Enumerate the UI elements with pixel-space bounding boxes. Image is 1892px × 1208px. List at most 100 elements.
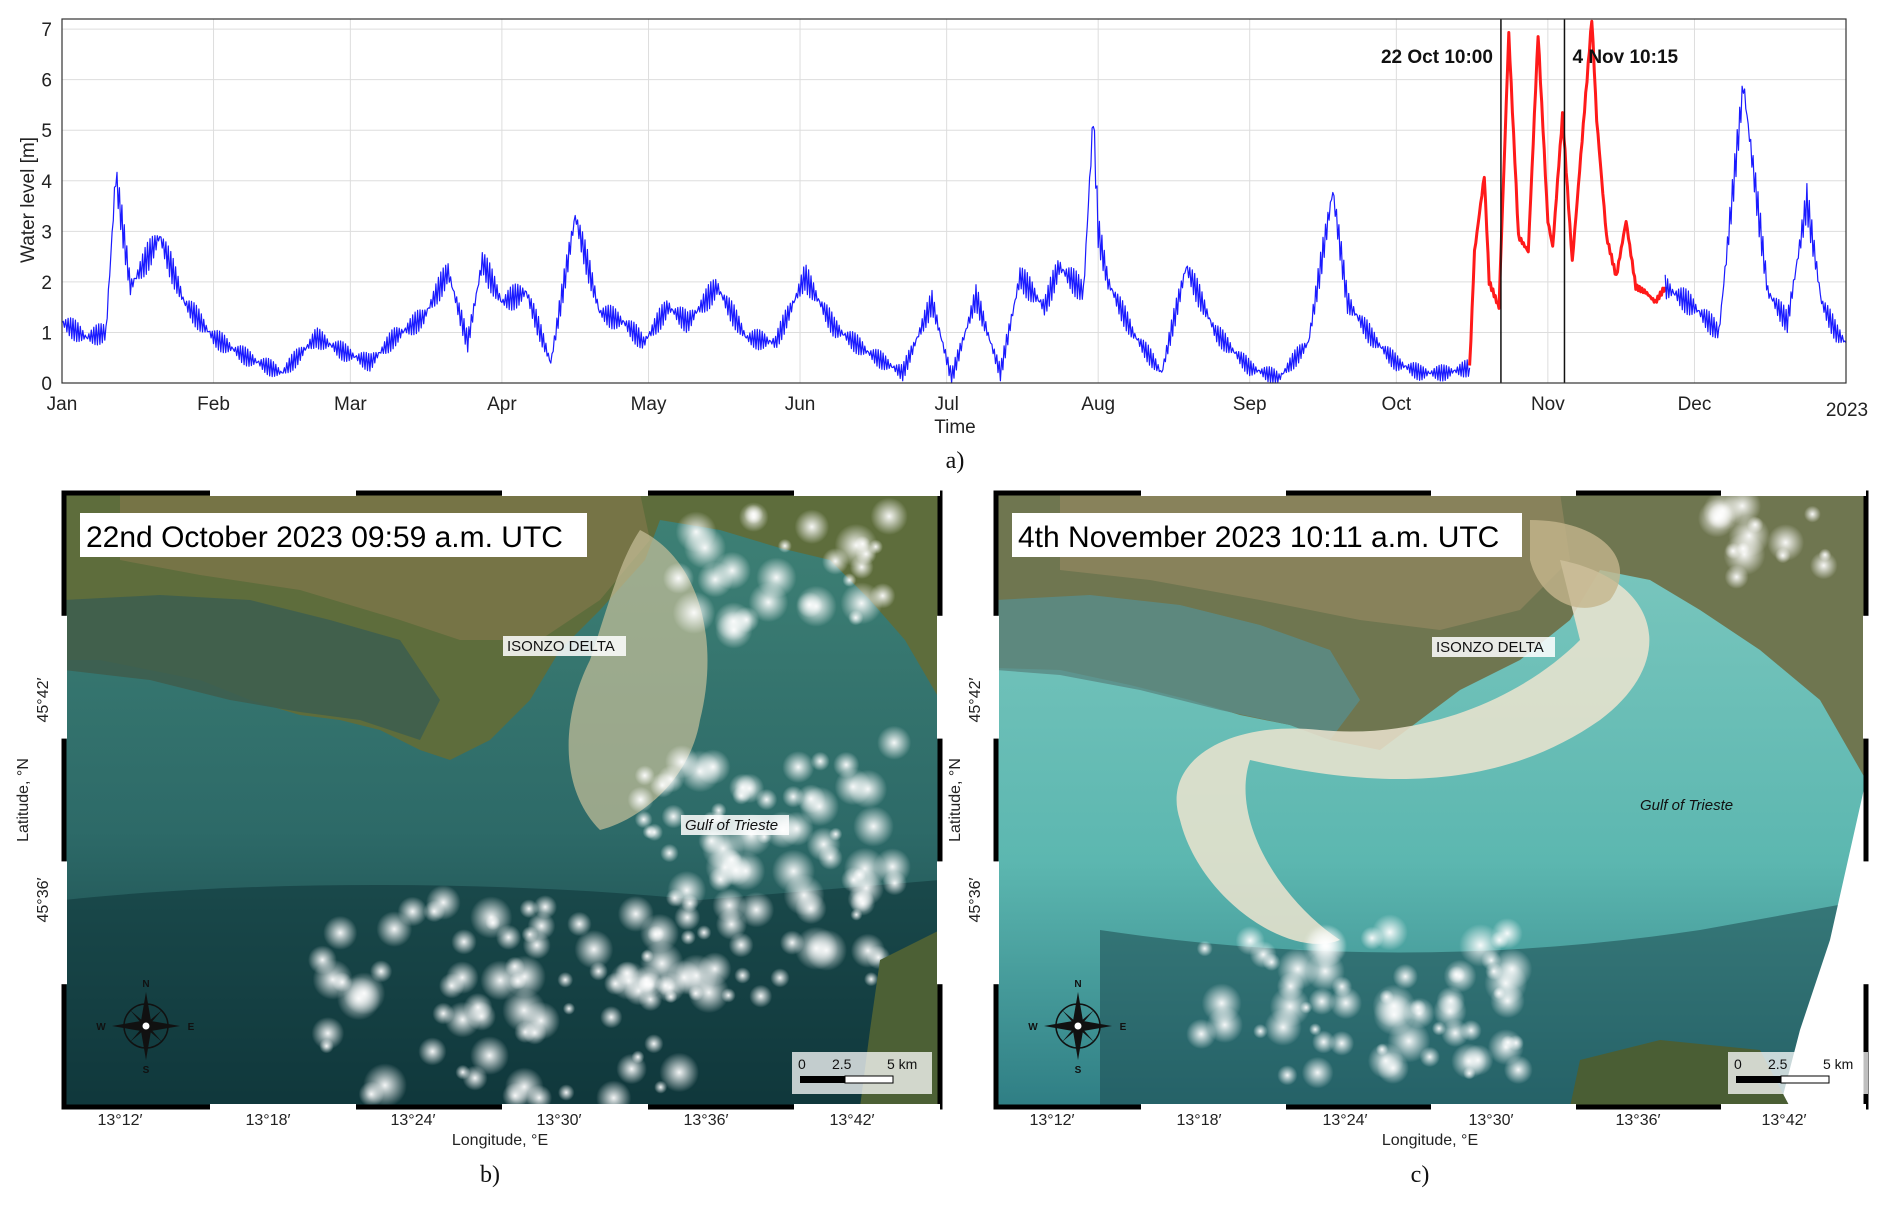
cloud	[833, 751, 860, 778]
cloud	[558, 1084, 575, 1101]
cloud	[713, 551, 751, 590]
y-tick-label: 1	[41, 323, 52, 344]
scale-white	[1780, 1075, 1830, 1084]
cloud	[574, 929, 614, 969]
x-tick-label: Feb	[197, 394, 230, 415]
cloud	[721, 988, 736, 1003]
cloud	[732, 786, 751, 805]
cloud	[1460, 1019, 1482, 1042]
y-tick-label: 7	[41, 20, 52, 41]
cloud	[1329, 1030, 1355, 1056]
cloud	[1262, 953, 1281, 971]
x-tick-label: Jun	[785, 394, 816, 415]
cloud-cover	[1186, 493, 1838, 1089]
cloud	[1451, 1043, 1487, 1079]
series-line-1	[1468, 19, 1667, 366]
cloud	[1277, 1065, 1298, 1086]
border-segment	[1141, 490, 1286, 496]
lat-label-2: 45°36′	[967, 878, 984, 923]
cloud	[634, 810, 653, 829]
cloud	[1459, 924, 1502, 967]
compass-arrow-s	[141, 1026, 151, 1060]
x-tick-label: Dec	[1678, 394, 1712, 415]
map-title-box	[1012, 513, 1522, 557]
border-segment	[61, 861, 67, 985]
cloud	[1331, 976, 1353, 997]
compass-arrow-nw	[130, 1010, 146, 1026]
cloud	[1376, 1051, 1409, 1085]
cloud	[451, 929, 477, 955]
border-segment	[1431, 490, 1576, 496]
scale-white	[844, 1075, 894, 1084]
y-tick-label: 6	[41, 71, 52, 92]
compass-arrow-e	[1078, 1021, 1112, 1031]
longitude-tick-labels: 13°12′ 13°18′ 13°24′ 13°30′ 13°36′ 13°42′	[98, 1112, 875, 1129]
lat-label-2: 45°36′	[35, 878, 52, 923]
border-segment	[1863, 615, 1869, 739]
cloud	[1484, 961, 1528, 1005]
compass-arrow-nw	[1062, 1010, 1078, 1026]
y-tick-label: 0	[41, 374, 52, 395]
border-segment	[993, 861, 999, 985]
cloud	[562, 1002, 576, 1015]
cloud	[794, 509, 830, 545]
scale-black	[800, 1076, 845, 1083]
x-tick-label: Mar	[334, 394, 367, 415]
border-segment	[502, 490, 648, 496]
cloud	[1360, 926, 1384, 950]
water-level-chart: 0 1 2 3 4 5 6 7 Jan Feb Mar Apr May Jun Jul Aug Sep Oct N…	[18, 18, 1868, 474]
scale-background	[1728, 1052, 1868, 1094]
year-label: 2023	[1826, 400, 1868, 421]
cloud	[796, 591, 823, 618]
lat-axis-label: Latitude, °N	[15, 758, 32, 842]
cloud	[1809, 551, 1838, 580]
cloud	[363, 1063, 407, 1107]
cloud	[423, 900, 446, 923]
cloud	[1312, 1030, 1336, 1054]
map-border-ticks	[61, 490, 943, 1110]
lagoon	[996, 595, 1360, 740]
cloud	[418, 1037, 447, 1066]
cloud	[1253, 1023, 1268, 1039]
map-title: 22nd October 2023 09:59 a.m. UTC	[86, 521, 563, 554]
cloud	[770, 968, 790, 988]
cloud	[503, 955, 546, 998]
scale-black	[1736, 1076, 1781, 1083]
compass-letter-s: S	[143, 1065, 150, 1076]
cloud	[645, 823, 664, 842]
cloud	[796, 784, 826, 814]
cloud	[675, 511, 717, 553]
lon-tick-label: 13°24′	[1323, 1112, 1368, 1129]
cloud	[810, 751, 830, 771]
cloud	[533, 895, 558, 919]
border-segment	[61, 615, 67, 739]
compass-arrow-ne	[1078, 1010, 1094, 1026]
place-label: ISONZO DELTA	[1436, 639, 1544, 656]
place-label: ISONZO DELTA	[507, 638, 615, 655]
place-label-box	[1432, 637, 1555, 657]
cloud	[829, 827, 843, 841]
cloud	[777, 538, 792, 553]
compass-letter-n: N	[142, 979, 149, 990]
compass-arrow-s	[1073, 1026, 1083, 1060]
cloud	[596, 1080, 632, 1107]
cloud	[795, 892, 827, 925]
cloud	[660, 843, 679, 863]
compass-arrow-w	[112, 1021, 146, 1031]
chart-series	[61, 19, 1847, 384]
cloud	[1767, 524, 1805, 562]
gulf-label: Gulf of Trieste	[685, 817, 778, 834]
cloud	[470, 1036, 509, 1076]
cloud	[567, 911, 592, 937]
x-tick-label: May	[631, 394, 667, 415]
scale-label-mid: 2.5	[832, 1056, 852, 1072]
cloud	[495, 924, 522, 950]
cloud	[1707, 503, 1733, 529]
compass-rose: N S E W	[96, 979, 194, 1076]
compass-arrow-ne	[146, 1010, 162, 1026]
lon-tick-label: 13°18′	[246, 1112, 291, 1129]
compass-letter-n: N	[1074, 979, 1081, 990]
compass-arrow-sw	[130, 1026, 146, 1042]
cloud	[311, 1016, 345, 1050]
scale-label-mid: 2.5	[1768, 1056, 1788, 1072]
